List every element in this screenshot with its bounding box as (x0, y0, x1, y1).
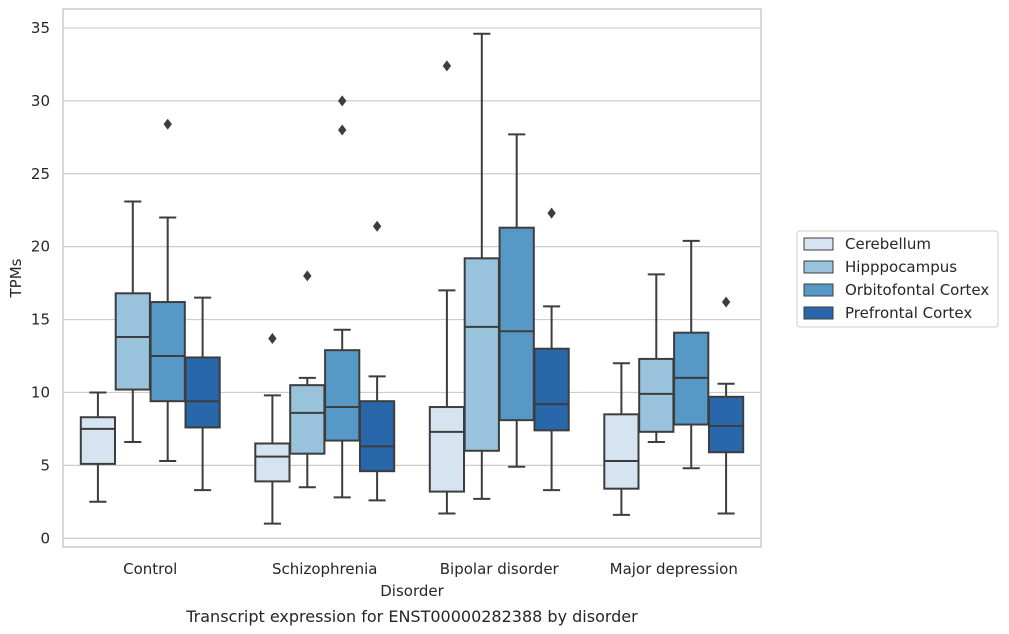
y-tick-label: 15 (31, 311, 50, 329)
legend-label: Prefrontal Cortex (845, 304, 972, 322)
y-tick-label: 5 (40, 456, 50, 474)
y-tick-label: 35 (31, 19, 50, 37)
y-axis-title: TPMs (7, 258, 25, 298)
box-group (603, 362, 640, 516)
box-group (324, 95, 361, 499)
iqr-box (603, 413, 640, 490)
box-group (498, 133, 535, 468)
legend-label: Hipppocampus (845, 258, 957, 276)
chart-caption: Transcript expression for ENST0000028238… (185, 607, 638, 626)
y-tick-label: 25 (31, 165, 50, 183)
legend: Cerebellum Hipppocampus Orbitofontal Corte… (796, 230, 999, 328)
iqr-box (149, 301, 186, 403)
iqr-box (533, 347, 570, 432)
outlier-point (268, 333, 277, 344)
iqr-box (254, 442, 291, 483)
outlier-point (338, 124, 347, 136)
legend-frame (796, 230, 999, 328)
box-group (358, 220, 396, 502)
box-group (673, 239, 710, 470)
outlier-point (303, 270, 312, 282)
x-tick-labels: Control Schizophrenia Bipolar disorder Majo… (123, 560, 738, 578)
outlier-point (721, 296, 731, 308)
iqr-box (463, 257, 500, 452)
box-group (289, 270, 326, 489)
x-tick-label: Schizophrenia (272, 560, 377, 578)
y-tick-label: 0 (40, 529, 50, 547)
box-series-group (79, 32, 745, 525)
outlier-point (163, 118, 172, 130)
legend-items: Cerebellum Hipppocampus Orbitofontal Corte… (803, 235, 989, 322)
legend-swatch (803, 283, 834, 297)
plot-frame (62, 8, 762, 548)
box-group (428, 60, 466, 515)
legend-label: Orbitofontal Cortex (845, 281, 989, 299)
iqr-box (498, 226, 535, 422)
y-tick-label: 30 (31, 92, 50, 110)
legend-swatch (803, 237, 834, 251)
x-tick-label: Bipolar disorder (440, 560, 560, 578)
iqr-box (184, 356, 221, 429)
legend-swatch (803, 260, 834, 274)
x-axis-title: Disorder (380, 582, 444, 600)
outlier-point (338, 95, 347, 107)
box-group (114, 200, 151, 444)
iqr-box (428, 406, 466, 493)
box-group (184, 296, 221, 492)
legend-swatch (803, 306, 834, 320)
box-group (533, 207, 570, 492)
box-group (149, 118, 186, 462)
iqr-box (358, 400, 396, 473)
outlier-point (442, 60, 452, 72)
x-tick-label: Major depression (610, 560, 738, 578)
outlier-point (372, 220, 382, 232)
y-tick-label: 10 (31, 383, 50, 401)
y-tick-label: 20 (31, 238, 50, 256)
box-group (79, 391, 117, 503)
box-group (707, 296, 745, 515)
iqr-box (638, 357, 675, 433)
iqr-box (324, 349, 361, 442)
x-tick-label: Control (123, 560, 177, 578)
iqr-box (707, 395, 745, 454)
outlier-point (547, 207, 556, 219)
legend-label: Cerebellum (845, 235, 931, 253)
box-group (638, 273, 675, 444)
iqr-box (289, 384, 326, 455)
iqr-box (79, 416, 117, 465)
iqr-box (114, 292, 151, 391)
y-tick-labels: 0 5 10 15 20 25 30 35 (31, 19, 50, 547)
box-group (254, 333, 291, 525)
box-group (463, 32, 500, 500)
